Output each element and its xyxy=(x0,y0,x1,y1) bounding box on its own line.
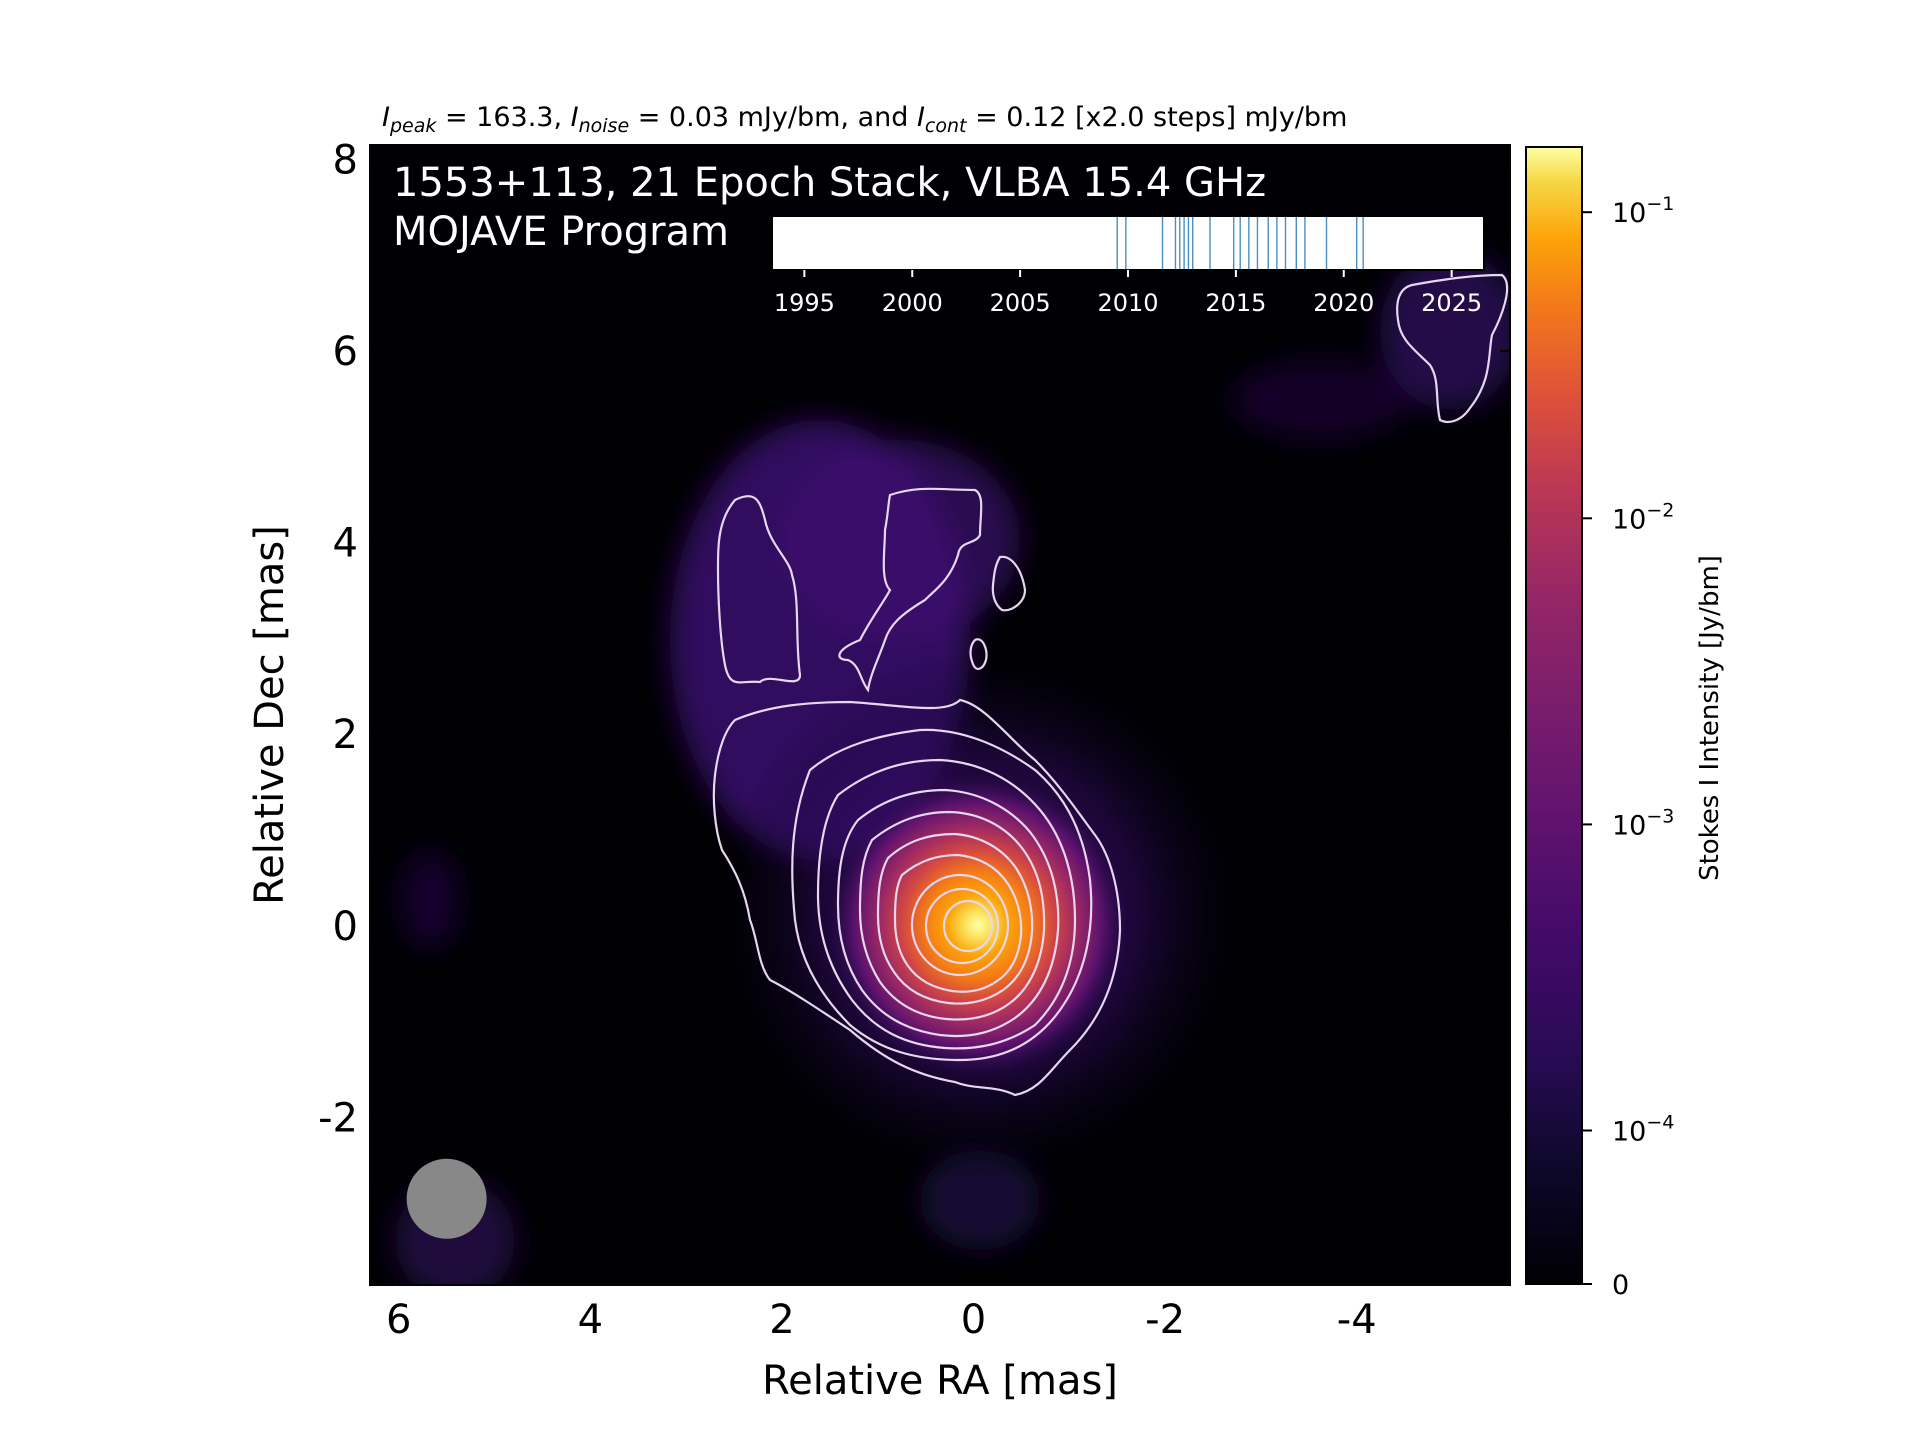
contour-level-7 xyxy=(893,853,1023,993)
y-tick-label: 4 xyxy=(333,521,358,567)
faint-blob-2 xyxy=(920,1150,1040,1250)
colorbar xyxy=(1525,146,1583,1285)
timeline-epochs xyxy=(1116,217,1364,269)
contour-level-4 xyxy=(836,788,1060,1038)
colorbar-tick-label: 10−2 xyxy=(1612,499,1674,535)
title-noise-sub: noise xyxy=(579,115,630,137)
timeline-tick-label: 2020 xyxy=(1313,289,1374,317)
colorbar-tick-label: 10−1 xyxy=(1612,193,1674,229)
title-cont-text: = 0.12 [x2.0 steps] mJy/bm xyxy=(966,102,1347,133)
contour-jet-west xyxy=(716,495,802,684)
colorbar-label: Stokes I Intensity [Jy/bm] xyxy=(1695,555,1725,881)
timeline-tick-label: 2015 xyxy=(1205,289,1266,317)
contour-blob-2 xyxy=(969,638,988,670)
y-axis-label: Relative Dec [mas] xyxy=(247,525,293,905)
colorbar-tick-label: 10−3 xyxy=(1612,805,1674,841)
contour-level-10 xyxy=(942,899,994,953)
x-tick-label: 2 xyxy=(769,1297,794,1343)
faint-blob-4 xyxy=(400,850,460,950)
contour-level-5 xyxy=(858,810,1046,1021)
title-peak-sub: peak xyxy=(389,115,437,137)
timeline-ticks: 1995 2000 2005 2010 2015 2020 2025 xyxy=(774,270,1482,317)
contour-blob-1 xyxy=(991,555,1027,612)
title-noise-text: = 0.03 mJy/bm, and xyxy=(629,102,917,133)
plot-title: Ipeak = 163.3, Inoise = 0.03 mJy/bm, and… xyxy=(382,102,1347,137)
contour-level-2 xyxy=(791,728,1093,1062)
contour-lines xyxy=(712,273,1509,1097)
image-panel: 1553+113, 21 Epoch Stack, VLBA 15.4 GHz … xyxy=(370,145,1510,1285)
title-cont-sub: cont xyxy=(925,115,968,137)
plot-frame xyxy=(369,144,1511,1286)
title-noise-symbol: I xyxy=(571,102,579,133)
contour-level-1 xyxy=(712,698,1122,1097)
colorbar-ticks: 0 10−4 10−3 10−2 10−1 xyxy=(1582,193,1674,1301)
x-tick-label: -4 xyxy=(1337,1297,1377,1343)
timeline-tick-label: 2000 xyxy=(882,289,943,317)
title-cont-symbol: I xyxy=(917,102,925,133)
contour-level-8 xyxy=(910,873,1010,977)
contour-level-6 xyxy=(876,832,1034,1005)
source-annotation-line2: MOJAVE Program xyxy=(393,209,729,255)
title-peak-text: = 163.3, xyxy=(436,102,570,133)
timeline-tick-label: 2005 xyxy=(990,289,1051,317)
title-peak-symbol: I xyxy=(382,102,390,133)
x-tick-label: -2 xyxy=(1145,1297,1185,1343)
source-annotation-line1: 1553+113, 21 Epoch Stack, VLBA 15.4 GHz xyxy=(393,160,1266,206)
contour-ne-feature xyxy=(1396,273,1509,424)
colorbar-tick-label: 0 xyxy=(1612,1270,1629,1301)
ne-diffuse-blob xyxy=(1380,250,1510,410)
x-tick-label: 6 xyxy=(386,1297,411,1343)
timeline-box xyxy=(771,215,1485,271)
y-tick-label: -2 xyxy=(318,1095,358,1141)
contour-jet-north xyxy=(838,487,983,693)
timeline-tick-label: 2025 xyxy=(1421,289,1482,317)
north-diffuse-blob xyxy=(780,440,1020,640)
faint-blob-3 xyxy=(1230,360,1410,440)
colorbar-tick-label: 10−4 xyxy=(1612,1112,1674,1148)
y-axis-ticks: -2 0 2 4 6 8 xyxy=(318,137,1510,1141)
y-tick-label: 8 xyxy=(333,137,358,183)
y-tick-label: 2 xyxy=(333,712,358,758)
x-tick-label: 0 xyxy=(961,1297,986,1343)
y-tick-label: 0 xyxy=(333,904,358,950)
beam-ellipse xyxy=(406,1158,487,1239)
x-tick-label: 4 xyxy=(578,1297,603,1343)
y-tick-label: 6 xyxy=(333,329,358,375)
timeline-tick-label: 1995 xyxy=(774,289,835,317)
contour-level-9 xyxy=(924,887,1000,965)
x-axis-ticks: 6 4 2 0 -2 -4 xyxy=(386,145,1377,1343)
timeline-tick-label: 2010 xyxy=(1097,289,1158,317)
contour-level-3 xyxy=(816,758,1077,1050)
epoch-timeline: 1995 2000 2005 2010 2015 2020 2025 xyxy=(771,215,1485,317)
core-emission xyxy=(828,775,1128,1075)
x-axis-label: Relative RA [mas] xyxy=(762,1358,1118,1404)
